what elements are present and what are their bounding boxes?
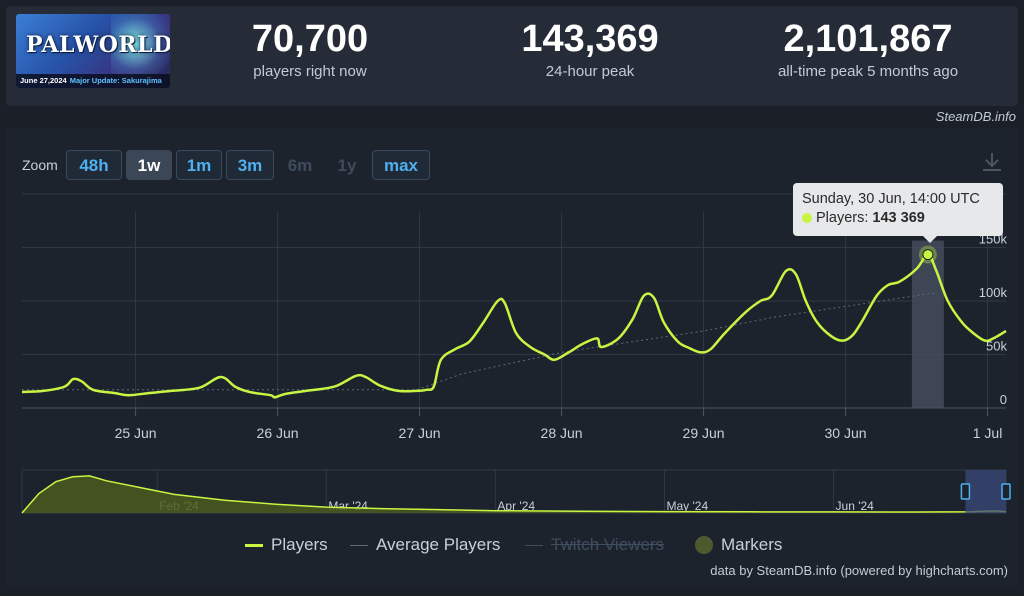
download-icon[interactable]	[980, 150, 1004, 174]
legend-label: Players	[271, 535, 328, 554]
data-credits[interactable]: data by SteamDB.info (powered by highcha…	[710, 563, 1008, 578]
x-tick-label: 1 Jul	[973, 425, 1003, 441]
zoom-button-48h[interactable]: 48h	[66, 150, 122, 180]
zoom-button-6m: 6m	[287, 156, 313, 175]
x-tick-label: 27 Jun	[399, 425, 441, 441]
highlight-point	[922, 249, 934, 261]
tooltip-date: Sunday, 30 Jun, 14:00 UTC	[802, 191, 980, 207]
legend-twitch-viewers[interactable]: Twitch Viewers	[525, 535, 664, 555]
player-count-chart[interactable]: 25 Jun 26 Jun 27 Jun 28 Jun 29 Jun 30 Jun 1 Ju…	[0, 180, 1024, 450]
stat-value: 70,700	[251, 18, 369, 60]
zoom-button-1m[interactable]: 1m	[176, 150, 222, 180]
navigator-window	[965, 470, 1006, 513]
legend-line-icon	[245, 543, 263, 547]
legend-markers[interactable]: Markers	[695, 535, 782, 555]
navigator-month-label: May '24	[666, 499, 708, 513]
navigator-month-label: Apr '24	[497, 499, 535, 513]
y-tick-label: 100k	[979, 285, 1008, 300]
zoom-label: Zoom	[22, 157, 58, 173]
navigator-month-label: Jun '24	[836, 499, 875, 513]
zoom-button-max[interactable]: max	[372, 150, 430, 180]
game-logo[interactable]: PALWORLD June 27,2024 Major Update: Sakur…	[16, 14, 170, 88]
legend-label: Average Players	[376, 535, 501, 554]
x-tick-label: 28 Jun	[541, 425, 583, 441]
tooltip-row: Players: 143 369	[802, 210, 1003, 226]
x-tick-label: 25 Jun	[115, 425, 157, 441]
logo-footer: June 27,2024 Major Update: Sakurajima	[16, 74, 170, 88]
zoom-button-1w[interactable]: 1w	[126, 150, 172, 180]
stat-value: 2,101,867	[783, 18, 953, 60]
hover-band	[911, 240, 944, 408]
legend-label: Markers	[721, 535, 783, 554]
legend-line-icon	[525, 544, 543, 546]
y-tick-label: 0	[1000, 392, 1007, 407]
legend-line-icon	[350, 544, 368, 546]
steamdb-attribution[interactable]: SteamDB.info	[935, 109, 1016, 124]
legend-average-players[interactable]: Average Players	[350, 535, 500, 555]
stat-label: players right now	[253, 63, 367, 80]
tooltip-arrow	[923, 236, 937, 243]
x-tick-label: 30 Jun	[825, 425, 867, 441]
average-players-line	[22, 291, 938, 391]
logo-update: Major Update: Sakurajima	[69, 76, 162, 85]
stat-value: 143,369	[521, 18, 659, 60]
stat-all-time-peak: 2,101,867 all-time peak 5 months ago	[758, 18, 978, 81]
legend-players[interactable]: Players	[245, 535, 328, 555]
stat-players-now: 70,700 players right now	[210, 18, 410, 81]
navigator-handle-left[interactable]	[960, 483, 971, 500]
stat-24h-peak: 143,369 24-hour peak	[490, 18, 690, 81]
logo-title: PALWORLD	[26, 32, 170, 58]
x-tick-label: 29 Jun	[683, 425, 725, 441]
players-line	[21, 253, 1007, 399]
series-dot-icon	[802, 213, 812, 223]
stat-label: all-time peak 5 months ago	[777, 63, 959, 80]
tooltip-series: Players	[816, 210, 865, 226]
tooltip-value: 143 369	[872, 210, 925, 226]
x-tick-label: 26 Jun	[257, 425, 299, 441]
zoom-button-1y: 1y	[337, 156, 357, 175]
zoom-button-3m[interactable]: 3m	[226, 150, 274, 180]
navigator-line	[21, 475, 1007, 514]
logo-date: June 27,2024	[20, 76, 67, 85]
navigator-handle-right[interactable]	[1001, 483, 1011, 500]
chart-tooltip: Sunday, 30 Jun, 14:00 UTC Players: 143 3…	[793, 183, 1003, 236]
stat-label: 24-hour peak	[545, 63, 635, 80]
legend-marker-icon	[695, 536, 713, 554]
stats-panel	[6, 6, 1018, 106]
y-tick-label: 50k	[986, 339, 1007, 354]
legend-label: Twitch Viewers	[551, 535, 665, 554]
